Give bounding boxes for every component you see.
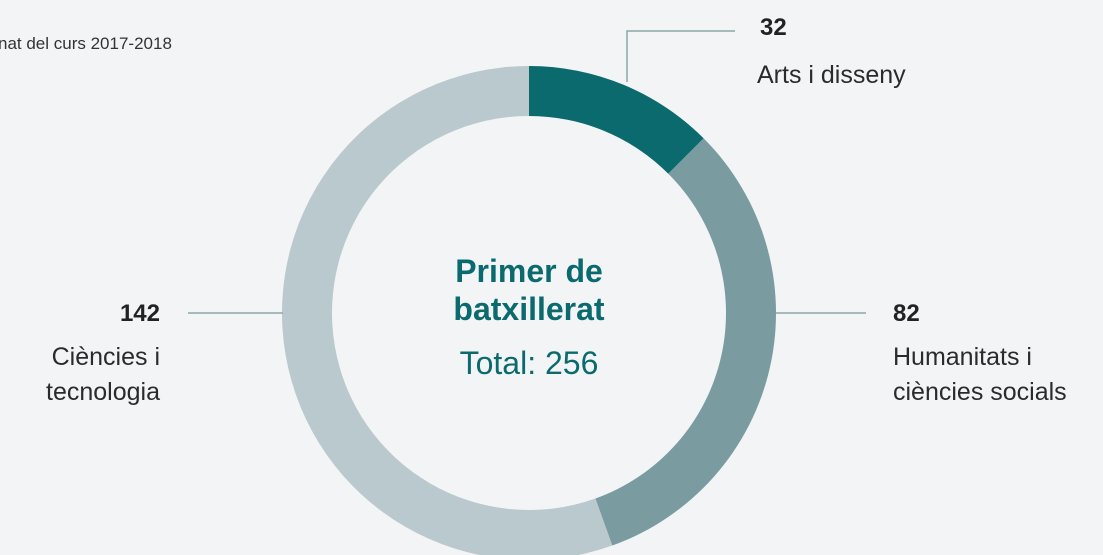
center-title: Primer de batxillerat: [453, 253, 605, 327]
category-label: Arts i disseny: [757, 61, 906, 89]
donut-segment: [282, 66, 613, 555]
donut-segment: [529, 66, 704, 174]
donut-segment: [595, 138, 777, 546]
subtitle: nat del curs 2017-2018: [0, 34, 172, 53]
value-label: 32: [760, 14, 787, 41]
center-text: Total: 256: [459, 345, 599, 381]
leader-line: [626, 30, 735, 82]
value-label: 82: [893, 300, 920, 327]
value-label: 142: [119, 300, 160, 327]
category-label: Humanitats i ciències socials: [893, 343, 1067, 406]
category-label: Ciències i tecnologia: [46, 343, 160, 406]
